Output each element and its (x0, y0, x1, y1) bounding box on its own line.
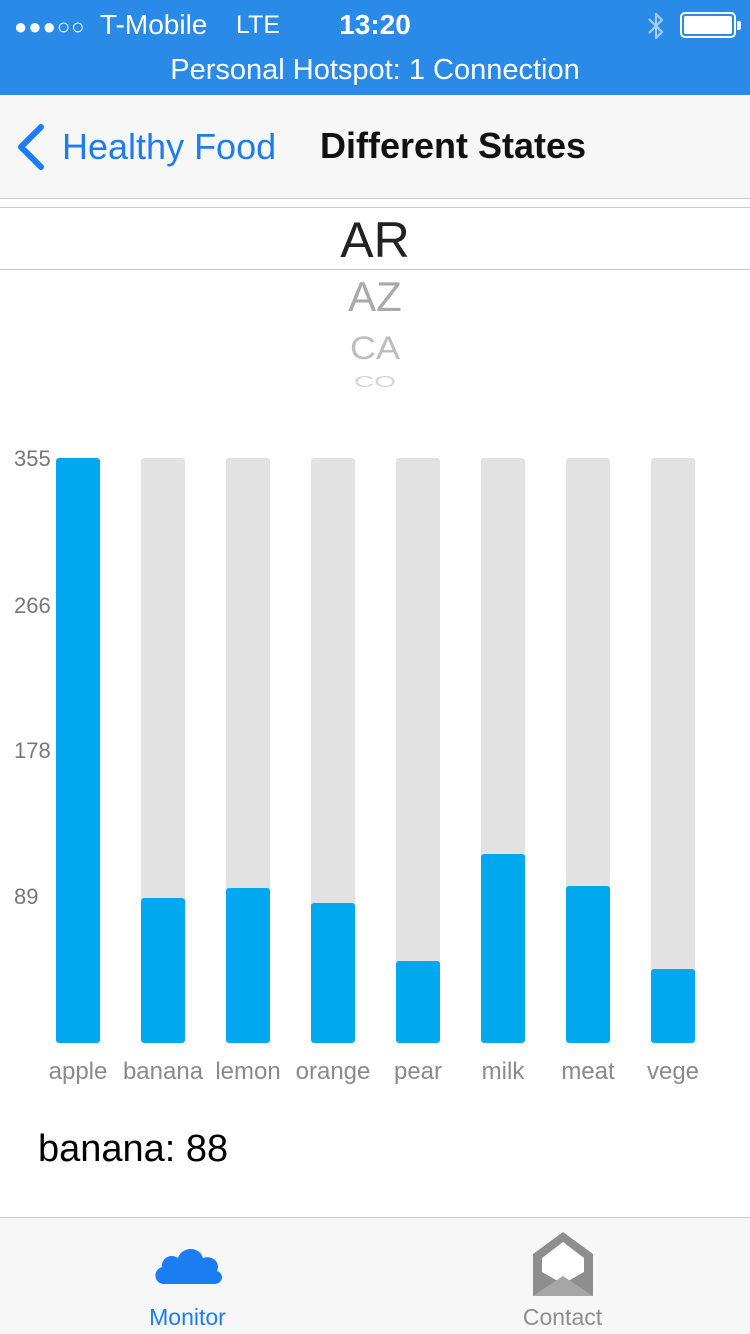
x-axis-label: milk (481, 1058, 525, 1085)
battery-icon (680, 12, 741, 38)
signal-strength: ●●●○○ (14, 14, 86, 39)
y-axis-tick-label: 89 (14, 884, 39, 910)
bar-banana[interactable] (141, 898, 185, 1043)
state-picker[interactable]: AR AZ CA CO (0, 199, 750, 409)
bar-track-milk[interactable] (481, 458, 525, 1043)
battery-cap (737, 21, 741, 30)
bar-apple[interactable] (56, 458, 100, 1043)
x-axis-label: lemon (215, 1058, 281, 1085)
navigation-bar: Healthy Food Different States (0, 95, 750, 199)
chevron-left-icon (18, 124, 44, 170)
food-bar-chart: 355 266 178 89 apple banana lemon orange pear mil… (0, 440, 750, 1100)
tab-contact-label: Contact (522, 1304, 603, 1330)
picker-top-line (0, 207, 750, 208)
bar-track-orange[interactable] (311, 458, 355, 1043)
bar-milk[interactable] (481, 853, 525, 1043)
bar-track-lemon[interactable] (226, 458, 270, 1043)
bar-vege[interactable] (651, 968, 695, 1043)
bluetooth-icon (648, 12, 664, 40)
y-axis-tick-label: 178 (14, 737, 51, 763)
carrier-name: T-Mobile (100, 9, 208, 40)
status-bar: ●●●○○ T-Mobile LTE 13:20 Personal Hotspo… (0, 0, 750, 95)
tab-monitor-label: Monitor (149, 1304, 226, 1330)
y-axis-tick-label: 355 (14, 446, 51, 471)
back-button[interactable]: Healthy Food (14, 119, 276, 175)
x-axis-label: orange (295, 1058, 371, 1085)
bar-track-banana[interactable] (141, 458, 185, 1043)
page-title: Different States (320, 125, 587, 166)
envelope-icon (532, 1232, 593, 1296)
hotspot-banner[interactable]: Personal Hotspot: 1 Connection (170, 54, 580, 86)
picker-selected-item[interactable]: AR (340, 212, 410, 268)
bar-track-meat[interactable] (566, 458, 610, 1043)
back-button-label: Healthy Food (62, 126, 277, 167)
bar-orange[interactable] (311, 902, 355, 1043)
x-axis-label: vege (646, 1058, 700, 1085)
bar-meat[interactable] (566, 886, 610, 1043)
tab-contact[interactable]: Contact (375, 1218, 750, 1334)
cloud-icon (154, 1248, 222, 1284)
selected-bar-readout: banana: 88 (38, 1128, 229, 1170)
bar-pear[interactable] (396, 960, 440, 1043)
network-type: LTE (236, 11, 280, 39)
bar-track-vege[interactable] (651, 458, 695, 1043)
x-axis-label: banana (122, 1058, 204, 1085)
x-axis-label: pear (393, 1058, 443, 1085)
tab-bar: Monitor Contact (0, 1217, 750, 1334)
picker-item[interactable]: AZ (348, 273, 402, 320)
x-axis-label: apple (48, 1058, 108, 1085)
tab-monitor[interactable]: Monitor (0, 1218, 375, 1334)
picker-item[interactable]: CA (349, 329, 400, 366)
bar-track-apple[interactable] (56, 458, 100, 1043)
y-axis-tick-label: 266 (14, 592, 51, 618)
picker-selection-line (0, 269, 750, 270)
picker-item[interactable]: CO (354, 373, 396, 391)
battery-level (684, 16, 732, 34)
status-time: 13:20 (339, 9, 411, 40)
x-axis-label: meat (561, 1058, 615, 1085)
bar-lemon[interactable] (226, 888, 270, 1043)
status-top-row: ●●●○○ T-Mobile LTE 13:20 (0, 0, 750, 50)
bar-track-pear[interactable] (396, 458, 440, 1043)
